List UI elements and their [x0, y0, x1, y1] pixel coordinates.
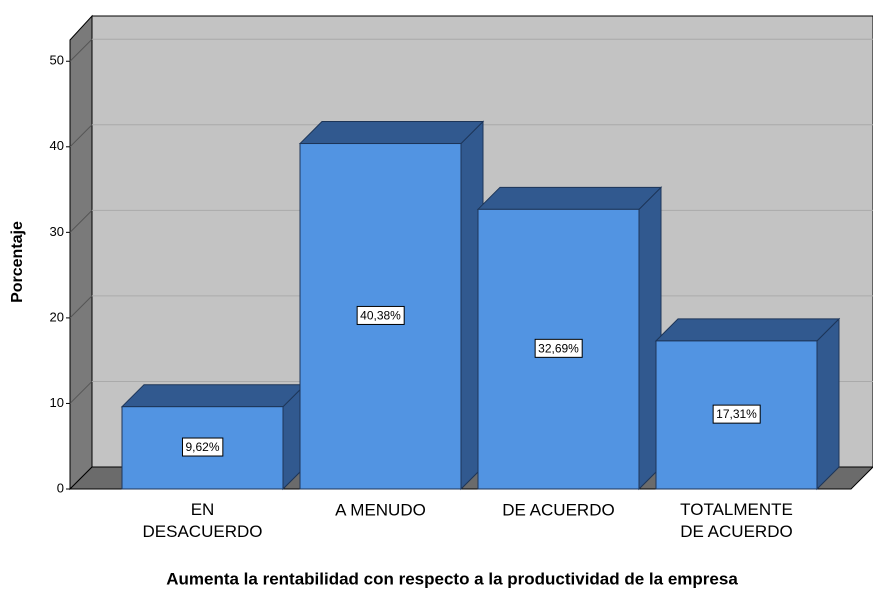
x-tick-label: EN DESACUERDO: [143, 500, 263, 541]
x-tick-label-line: DE ACUERDO: [680, 522, 792, 541]
grid-line: [69, 381, 93, 404]
value-label-box: [534, 338, 583, 358]
grid-line: [69, 124, 93, 148]
x-axis-title: Aumenta la rentabilidad con respecto a l…: [166, 569, 738, 588]
x-tick-label-line: EN: [191, 500, 215, 519]
left-wall: [69, 14, 93, 491]
value-label-box: [712, 404, 761, 424]
y-tick-label: 50: [50, 53, 64, 68]
bar-top: [654, 318, 841, 342]
value-label: 17,31%: [716, 407, 757, 421]
y-tick-label: 40: [50, 138, 64, 153]
y-tick-label: 0: [57, 480, 64, 495]
x-tick-label-line: TOTALMENTE: [680, 500, 793, 519]
grid-line: [69, 209, 93, 233]
bar-top: [120, 384, 307, 408]
y-tick-label: 20: [50, 309, 64, 324]
bar-top: [298, 121, 485, 145]
bar-side: [816, 317, 840, 491]
grid-line: [69, 295, 93, 319]
value-label: 40,38%: [360, 308, 401, 322]
x-tick-label-line: DESACUERDO: [143, 522, 263, 541]
value-label: 9,62%: [185, 440, 219, 454]
bar-top: [476, 186, 663, 210]
y-axis-title: Porcentaje: [9, 221, 26, 303]
value-label: 32,69%: [538, 341, 579, 355]
x-tick-label: A MENUDO: [335, 500, 426, 519]
value-label-box: [181, 437, 224, 457]
y-tick-label: 10: [50, 395, 64, 410]
value-label-box: [356, 305, 405, 325]
x-tick-label: DE ACUERDO: [502, 500, 614, 519]
grid-line: [69, 38, 93, 62]
y-tick-label: 30: [50, 224, 64, 239]
x-tick-label: TOTALMENTE DE ACUERDO: [680, 500, 793, 541]
